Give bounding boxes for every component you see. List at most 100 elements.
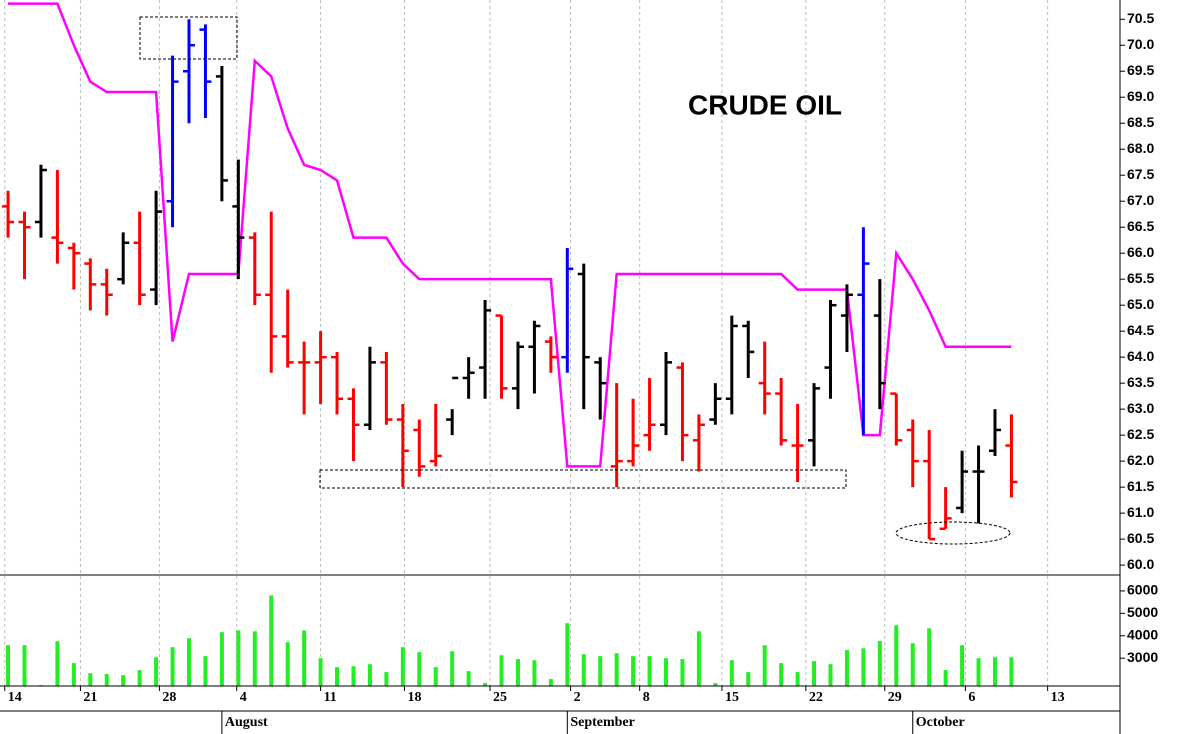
y-tick-label: 4000 [1127, 626, 1158, 642]
x-tick-label: 28 [162, 690, 176, 705]
x-tick-label: 21 [83, 690, 97, 705]
y-tick-label: 65.5 [1127, 270, 1154, 286]
volume-bar [203, 656, 208, 686]
volume-bar [219, 632, 224, 686]
x-tick-label: 4 [240, 690, 247, 705]
volume-bar [795, 672, 800, 686]
support-box [319, 469, 847, 489]
month-label: August [225, 715, 268, 730]
volume-bar [515, 659, 520, 686]
y-tick-label: 69.5 [1127, 62, 1154, 78]
volume-bar [6, 645, 11, 686]
volume-bar [943, 670, 948, 686]
volume-bar [664, 658, 669, 686]
stop-line [8, 2, 1012, 468]
y-tick-label: 68.5 [1127, 114, 1154, 130]
volume-bar [137, 670, 142, 686]
volume-bar [565, 623, 570, 686]
x-tick-label: 6 [968, 690, 975, 705]
volume-bar [927, 628, 932, 686]
y-tick-label: 62.5 [1127, 426, 1154, 442]
y-tick-label: 68.0 [1127, 140, 1154, 156]
x-tick-label: 8 [643, 690, 650, 705]
volume-bar [976, 658, 981, 686]
volume-bar [581, 654, 586, 686]
month-label: October [916, 715, 965, 730]
volume-bar [713, 683, 718, 686]
x-tick-label: 14 [8, 690, 22, 705]
volume-bar [88, 673, 93, 686]
volume-bar [335, 667, 340, 686]
volume-bar [22, 645, 27, 686]
y-tick-label: 61.0 [1127, 504, 1154, 520]
volume-bar [483, 683, 488, 686]
y-tick-label: 63.5 [1127, 374, 1154, 390]
x-tick-label: 18 [407, 690, 421, 705]
volume-bar [548, 679, 553, 686]
volume-bar [844, 650, 849, 686]
highlight-box [139, 16, 238, 60]
volume-bar [910, 643, 915, 686]
volume-bar [450, 651, 455, 686]
y-tick-label: 67.5 [1127, 166, 1154, 182]
volume-bar [746, 672, 751, 686]
y-tick-label: 65.0 [1127, 296, 1154, 312]
volume-bar [384, 672, 389, 686]
y-tick-label: 66.5 [1127, 218, 1154, 234]
x-tick-label: 22 [809, 690, 823, 705]
y-tick-label: 61.5 [1127, 478, 1154, 494]
volume-bar [71, 663, 76, 686]
volume-bar [992, 657, 997, 686]
y-tick-label: 5000 [1127, 604, 1158, 620]
y-tick-label: 6000 [1127, 582, 1158, 598]
y-tick-label: 60.0 [1127, 556, 1154, 572]
volume-bar [647, 656, 652, 686]
volume-bar [433, 667, 438, 686]
volume-bar [302, 630, 307, 686]
volume-bar [400, 647, 405, 686]
y-tick-label: 62.0 [1127, 452, 1154, 468]
volume-bar [598, 656, 603, 686]
volume-bar [499, 655, 504, 686]
volume-bar [532, 660, 537, 686]
volume-bar [318, 658, 323, 686]
y-tick-label: 64.0 [1127, 348, 1154, 364]
y-tick-label: 60.5 [1127, 530, 1154, 546]
volume-bar [812, 661, 817, 686]
volume-bar [680, 659, 685, 686]
low-ellipse [895, 521, 1011, 545]
volume-bar [894, 625, 899, 686]
volume-bar [351, 666, 356, 686]
y-tick-label: 70.0 [1127, 36, 1154, 52]
volume-bar [186, 638, 191, 686]
volume-bar [466, 671, 471, 686]
volume-bar [55, 641, 60, 686]
volume-bar [417, 652, 422, 686]
volume-bar [154, 657, 159, 686]
volume-bar [877, 641, 882, 686]
x-tick-label: 29 [888, 690, 902, 705]
x-tick-label: 2 [574, 690, 581, 705]
y-tick-label: 66.0 [1127, 244, 1154, 260]
chart-title: CRUDE OIL [688, 89, 842, 120]
volume-bar [779, 663, 784, 686]
volume-bar [614, 653, 619, 686]
x-tick-label: 15 [725, 690, 739, 705]
volume-bar [1009, 657, 1014, 686]
volume-bar [367, 664, 372, 686]
volume-bar [960, 645, 965, 686]
volume-bar [828, 664, 833, 686]
y-tick-label: 3000 [1127, 649, 1158, 665]
y-tick-label: 63.0 [1127, 400, 1154, 416]
x-tick-label: 25 [493, 690, 507, 705]
volume-bar [269, 595, 274, 686]
volume-bar [104, 674, 109, 686]
volume-bar [762, 645, 767, 686]
marks [2, 2, 1018, 686]
volume-bar [170, 647, 175, 686]
volume-bar [631, 656, 636, 686]
volume-bar [236, 630, 241, 686]
y-tick-label: 69.0 [1127, 88, 1154, 104]
